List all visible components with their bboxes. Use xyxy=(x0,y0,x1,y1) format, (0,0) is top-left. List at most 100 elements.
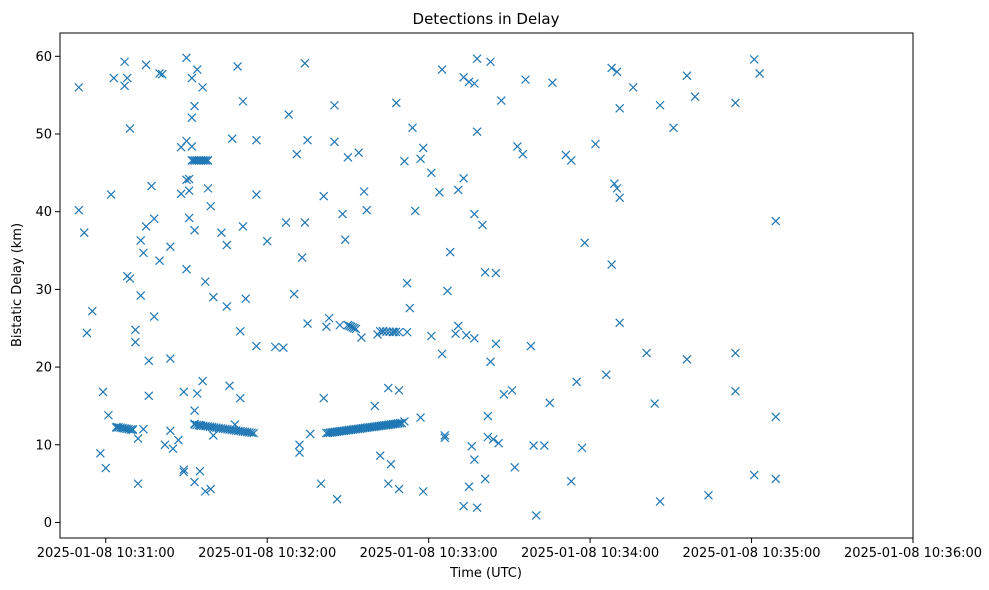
data-point xyxy=(217,228,226,238)
data-point xyxy=(615,193,625,203)
data-point xyxy=(459,501,469,511)
data-point xyxy=(200,277,210,287)
data-point xyxy=(241,294,251,304)
data-point xyxy=(580,238,590,248)
data-point xyxy=(566,155,576,165)
data-point xyxy=(141,222,151,231)
data-point xyxy=(354,148,364,158)
data-point xyxy=(281,218,291,227)
data-point xyxy=(410,206,420,216)
data-point xyxy=(491,268,501,278)
data-point xyxy=(179,387,189,397)
data-point xyxy=(393,419,403,428)
data-point xyxy=(418,143,428,153)
data-point xyxy=(74,82,84,92)
data-point xyxy=(203,155,213,165)
data-point xyxy=(82,328,92,338)
data-point xyxy=(95,448,105,458)
data-point xyxy=(445,247,455,257)
data-point xyxy=(394,484,404,494)
data-point xyxy=(182,264,191,274)
data-point xyxy=(615,318,625,328)
data-point xyxy=(203,183,213,193)
data-point xyxy=(297,253,307,262)
data-point xyxy=(400,417,409,426)
data-point xyxy=(128,425,138,435)
data-point xyxy=(612,183,622,193)
data-point xyxy=(416,413,425,423)
data-point xyxy=(187,73,197,83)
data-point xyxy=(235,393,245,403)
data-point xyxy=(190,477,199,487)
data-point xyxy=(262,236,272,246)
data-point xyxy=(303,319,312,328)
data-point xyxy=(125,274,135,283)
data-point xyxy=(149,214,159,224)
data-point xyxy=(518,149,528,159)
data-point xyxy=(335,320,345,330)
y-tick-label: 50 xyxy=(35,128,52,143)
x-tick-label: 2025-01-08 10:31:00 xyxy=(37,546,175,561)
data-point xyxy=(227,134,237,144)
data-point xyxy=(440,431,450,440)
data-point xyxy=(109,73,119,83)
data-point xyxy=(316,479,326,489)
data-point xyxy=(539,441,549,450)
data-point xyxy=(179,465,189,475)
data-point xyxy=(690,92,700,102)
data-point xyxy=(343,152,353,162)
data-point xyxy=(469,455,479,464)
data-point xyxy=(238,96,248,106)
data-point xyxy=(461,330,471,340)
data-point xyxy=(122,73,132,83)
data-point xyxy=(402,278,412,288)
data-point xyxy=(434,187,444,197)
data-point xyxy=(391,327,401,337)
data-point xyxy=(300,218,310,227)
data-point xyxy=(483,411,493,421)
data-point xyxy=(682,71,692,81)
data-point xyxy=(157,69,167,79)
data-point xyxy=(486,357,495,367)
data-point xyxy=(300,58,310,68)
data-point xyxy=(771,412,781,422)
data-point xyxy=(182,53,191,63)
y-tick-label: 60 xyxy=(35,50,52,65)
data-point xyxy=(591,139,600,149)
data-point xyxy=(545,398,555,408)
data-point xyxy=(453,321,463,331)
data-point xyxy=(402,327,412,337)
data-point xyxy=(138,248,148,258)
data-point xyxy=(130,337,140,347)
data-point xyxy=(453,185,463,195)
data-point xyxy=(704,490,713,500)
data-point xyxy=(87,306,97,316)
data-point xyxy=(628,82,638,92)
data-point xyxy=(771,216,781,226)
data-point xyxy=(179,467,189,477)
data-point xyxy=(615,103,625,113)
data-point xyxy=(201,155,211,165)
data-point xyxy=(198,376,208,386)
data-point xyxy=(195,466,205,476)
data-point xyxy=(356,333,366,342)
data-point xyxy=(464,482,474,492)
data-point xyxy=(405,303,415,313)
data-point xyxy=(190,101,199,111)
data-point xyxy=(730,386,740,396)
y-tick-label: 10 xyxy=(35,438,52,453)
data-point xyxy=(235,326,245,336)
data-point xyxy=(130,325,140,335)
data-point xyxy=(233,61,243,71)
data-point xyxy=(521,75,530,85)
data-point xyxy=(141,60,151,70)
data-point xyxy=(494,438,504,448)
data-point xyxy=(488,434,498,444)
data-point xyxy=(284,110,294,120)
data-point xyxy=(362,205,372,215)
data-point xyxy=(295,448,304,457)
data-point xyxy=(577,443,587,453)
data-point xyxy=(319,393,329,403)
data-point xyxy=(101,463,111,473)
